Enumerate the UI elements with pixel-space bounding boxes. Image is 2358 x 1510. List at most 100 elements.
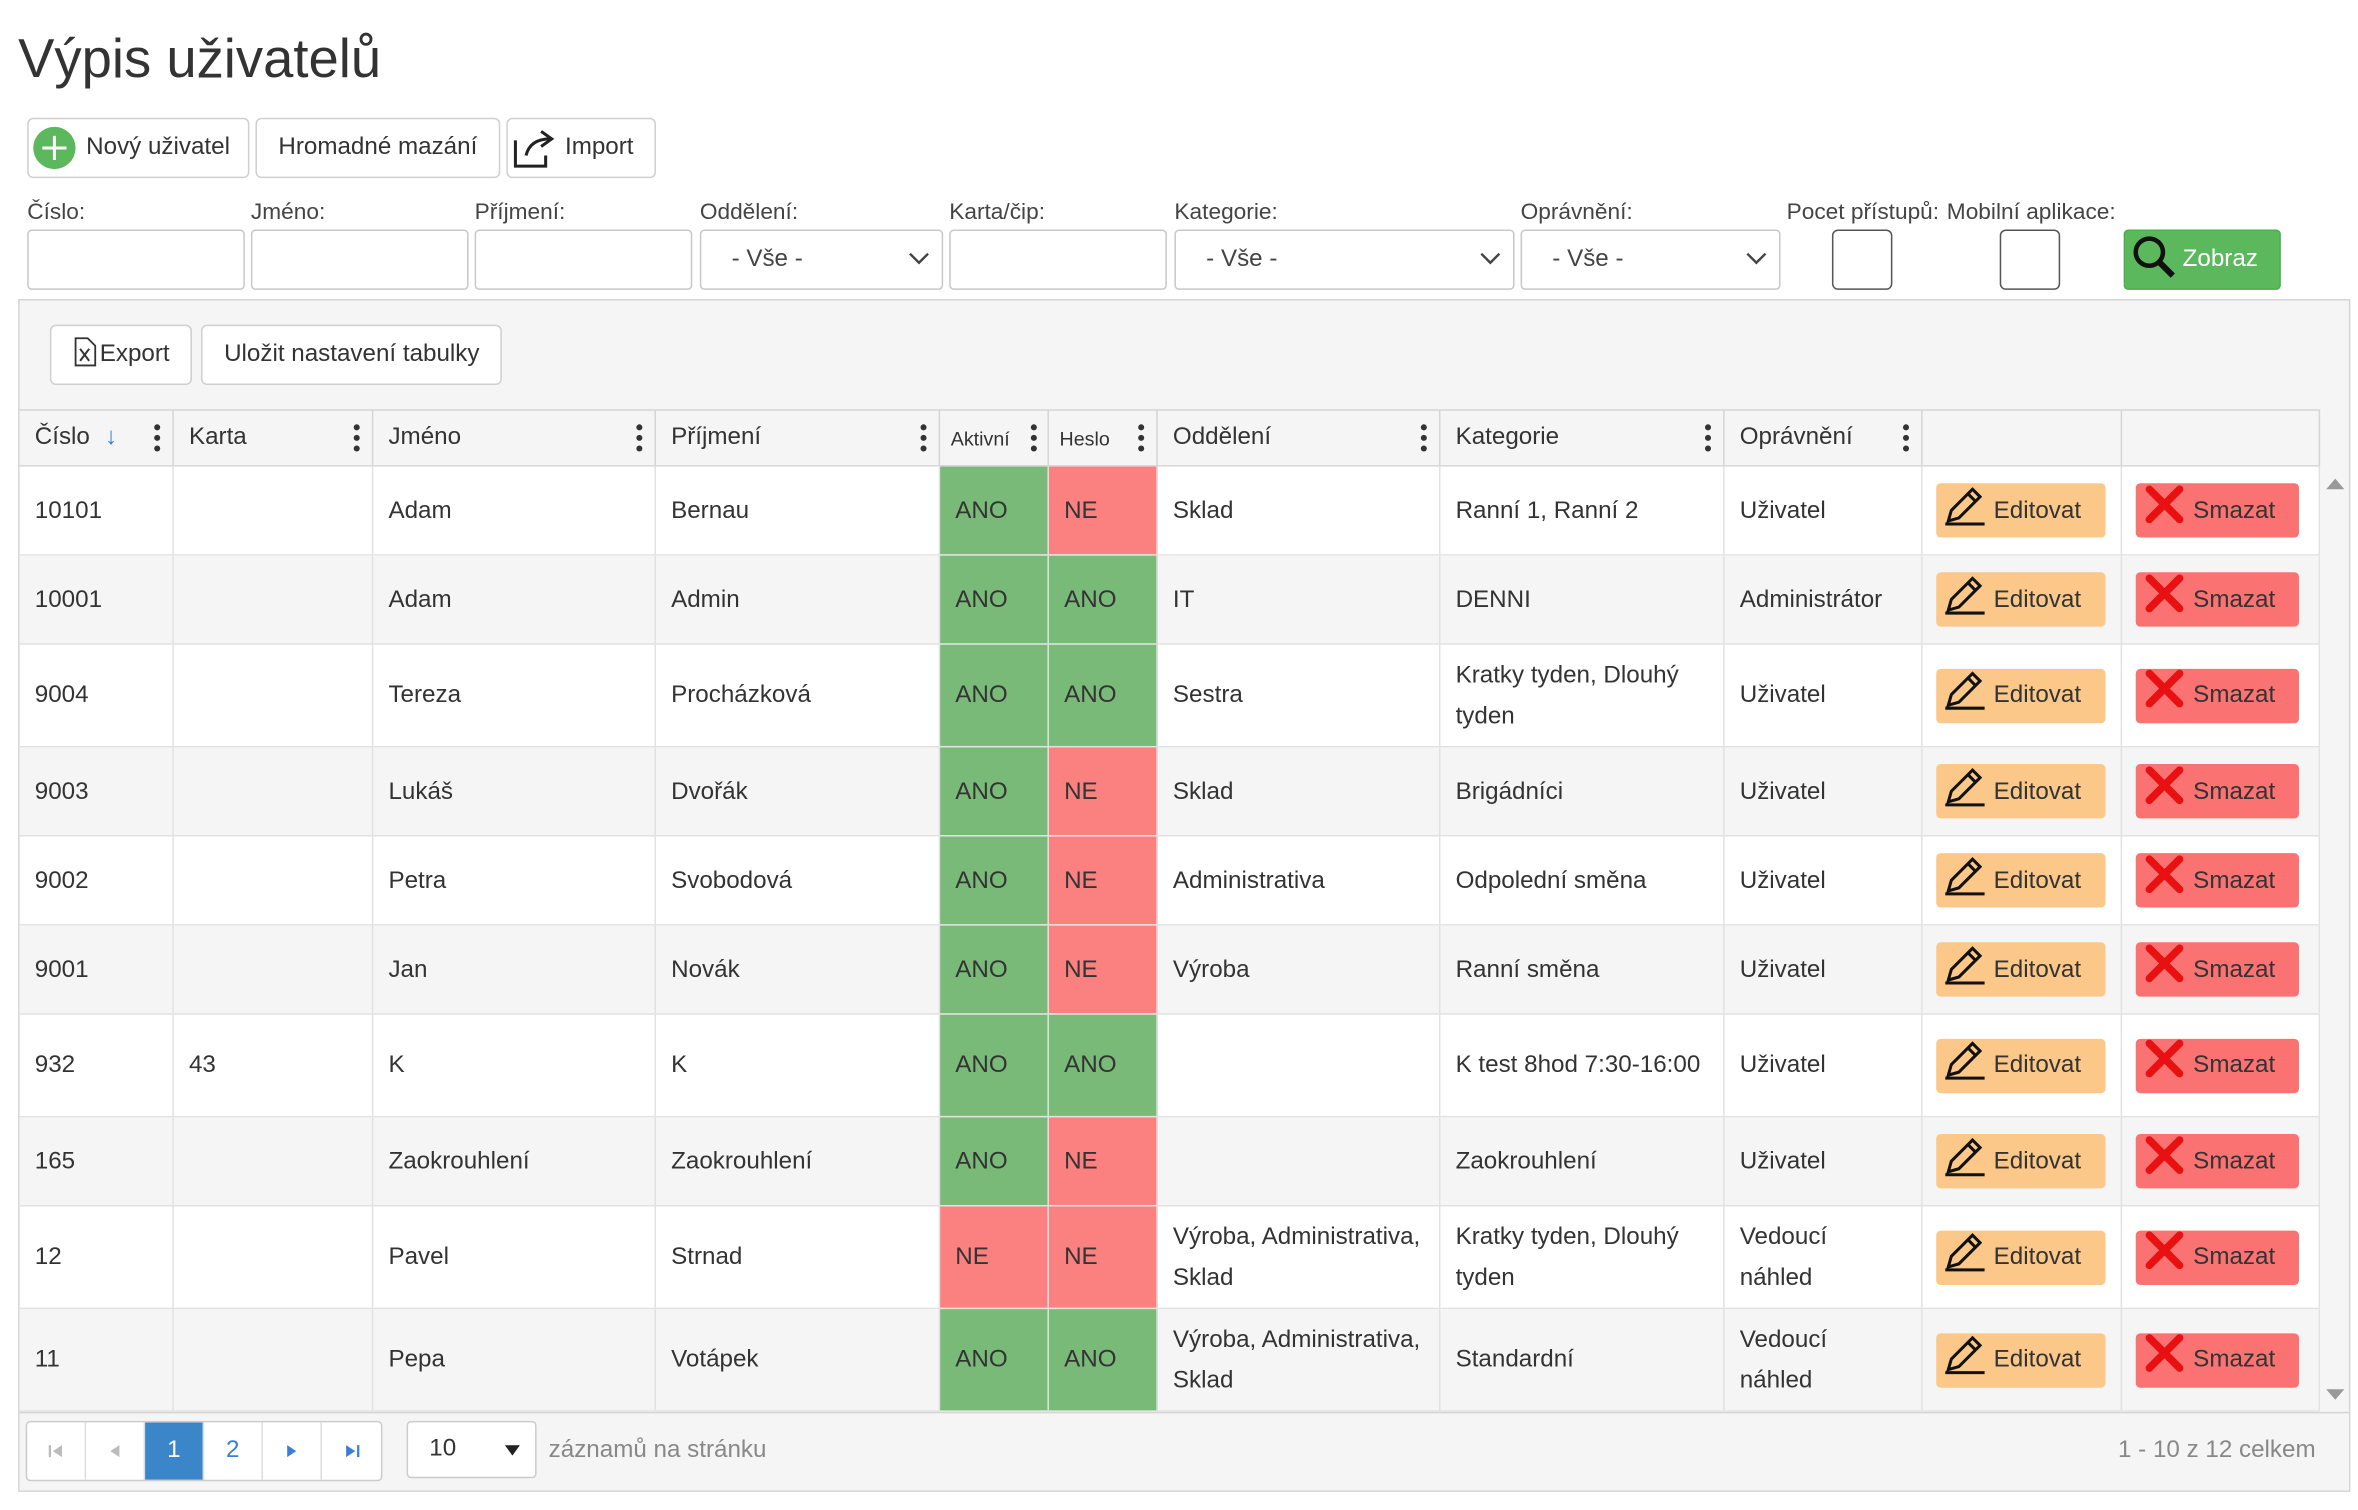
column-header-heslo[interactable]: Heslo bbox=[1049, 410, 1158, 466]
column-menu-icon[interactable] bbox=[353, 424, 360, 452]
table-row[interactable]: 12 Pavel Strnad NE NE Výroba, Administrativa,… bbox=[19, 1206, 2321, 1310]
delete-button[interactable]: Smazat bbox=[2135, 853, 2299, 908]
filter-oddeleni-select[interactable]: - Vše - bbox=[699, 229, 944, 290]
filter-kategorie-value: - Vše - bbox=[1206, 246, 1278, 272]
cell-heslo: ANO bbox=[1048, 1014, 1158, 1116]
edit-button[interactable]: Editovat bbox=[1936, 764, 2106, 819]
plus-circle-icon bbox=[32, 125, 77, 170]
table-row[interactable]: 9001 Jan Novák ANO NE Výroba Ranní směna Uživat… bbox=[19, 925, 2321, 1015]
filter-mobilni-checkbox[interactable] bbox=[1999, 229, 2061, 290]
column-header-karta[interactable]: Karta bbox=[174, 410, 374, 466]
next-page-button[interactable] bbox=[263, 1422, 322, 1480]
show-label: Zobraz bbox=[2182, 246, 2258, 272]
new-user-button[interactable]: Nový uživatel bbox=[27, 117, 250, 179]
edit-button[interactable]: Editovat bbox=[1936, 1038, 2106, 1093]
table-row[interactable]: 932 43 K K ANO ANO K test 8hod 7:30-16:00 Uživa… bbox=[19, 1014, 2321, 1118]
delete-button[interactable]: Smazat bbox=[2135, 1332, 2299, 1387]
table-row[interactable]: 9003 Lukáš Dvořák ANO NE Sklad Brigádníci Uživa… bbox=[19, 747, 2321, 837]
edit-button[interactable]: Editovat bbox=[1936, 942, 2106, 997]
cell-edit: Editovat bbox=[1923, 747, 2123, 836]
column-menu-icon[interactable] bbox=[1138, 424, 1145, 452]
edit-label: Editovat bbox=[1993, 867, 2082, 894]
delete-button[interactable]: Smazat bbox=[2135, 1229, 2299, 1285]
cell-kategorie: Zaokrouhlení bbox=[1440, 1117, 1725, 1205]
last-page-button[interactable] bbox=[322, 1422, 381, 1479]
filter-jmeno-label: Jméno: bbox=[250, 199, 326, 225]
delete-label: Smazat bbox=[2193, 1244, 2276, 1270]
table-row[interactable]: 10001 Adam Admin ANO ANO IT DENNI Administrátor… bbox=[19, 555, 2321, 645]
cell-delete: Smazat bbox=[2122, 644, 2321, 746]
cell-jmeno: Petra bbox=[373, 836, 656, 925]
column-menu-icon[interactable] bbox=[636, 424, 643, 452]
column-header-opravneni[interactable]: Oprávnění bbox=[1725, 410, 1923, 466]
table-row[interactable]: 9004 Tereza Procházková ANO ANO Sestra Kratky … bbox=[19, 644, 2321, 748]
filter-prijmeni-input[interactable] bbox=[474, 229, 693, 290]
cell-opravneni: Vedoucí náhled bbox=[1725, 1309, 1923, 1411]
delete-button[interactable]: Smazat bbox=[2135, 572, 2299, 627]
column-header-prijmeni[interactable]: Příjmení bbox=[656, 410, 941, 466]
toolbar: Nový uživatel Hromadné mazání Import bbox=[27, 117, 657, 179]
export-button[interactable]: Export bbox=[49, 324, 193, 386]
edit-button[interactable]: Editovat bbox=[1936, 483, 2106, 538]
edit-button[interactable]: Editovat bbox=[1936, 1134, 2106, 1189]
delete-button[interactable]: Smazat bbox=[2135, 764, 2299, 819]
excel-icon bbox=[73, 336, 97, 374]
column-menu-icon[interactable] bbox=[1030, 424, 1037, 452]
first-page-button[interactable] bbox=[27, 1422, 87, 1480]
scroll-down-icon[interactable] bbox=[2326, 1389, 2345, 1400]
delete-button[interactable]: Smazat bbox=[2135, 483, 2299, 538]
import-label: Import bbox=[564, 134, 634, 161]
cell-karta bbox=[174, 1117, 374, 1205]
filter-karta-input[interactable] bbox=[949, 229, 1167, 290]
column-menu-icon[interactable] bbox=[920, 424, 927, 452]
delete-button[interactable]: Smazat bbox=[2135, 1038, 2299, 1093]
edit-button[interactable]: Editovat bbox=[1936, 1332, 2106, 1387]
column-header-cislo[interactable]: Číslo ↓ bbox=[20, 410, 174, 466]
show-button[interactable]: Zobraz bbox=[2123, 229, 2281, 290]
prev-page-button[interactable] bbox=[86, 1422, 146, 1480]
column-menu-icon[interactable] bbox=[1902, 424, 1910, 452]
grid-toolbar: Export Uložit nastavení tabulky bbox=[49, 324, 503, 386]
cell-kategorie: Brigádníci bbox=[1440, 747, 1725, 836]
page-1-button[interactable]: 1 bbox=[145, 1422, 205, 1480]
filter-kategorie-select[interactable]: - Vše - bbox=[1174, 229, 1515, 290]
pencil-icon bbox=[1942, 1228, 1987, 1287]
column-header-delete bbox=[2122, 410, 2321, 466]
column-header-oddeleni[interactable]: Oddělení bbox=[1158, 410, 1441, 466]
delete-button[interactable]: Smazat bbox=[2135, 1134, 2299, 1189]
table-row[interactable]: 10101 Adam Bernau ANO NE Sklad Ranní 1, Ranní … bbox=[19, 466, 2321, 556]
cell-jmeno: Pavel bbox=[373, 1206, 656, 1308]
table-row[interactable]: 9002 Petra Svobodová ANO NE Administrativa Odp… bbox=[19, 836, 2321, 926]
column-header-kategorie[interactable]: Kategorie bbox=[1440, 410, 1725, 466]
table-row[interactable]: 11 Pepa Votápek ANO ANO Výroba, Administrativ… bbox=[19, 1309, 2321, 1412]
filter-cislo-label: Číslo: bbox=[27, 199, 86, 225]
edit-button[interactable]: Editovat bbox=[1936, 570, 2106, 629]
delete-label: Smazat bbox=[2193, 956, 2276, 983]
filter-cislo-input[interactable] bbox=[27, 229, 245, 290]
filter-jmeno-input[interactable] bbox=[250, 229, 469, 290]
column-menu-icon[interactable] bbox=[1420, 424, 1427, 452]
delete-button[interactable]: Smazat bbox=[2135, 942, 2299, 997]
vertical-scrollbar[interactable] bbox=[2320, 466, 2348, 1412]
edit-button[interactable]: Editovat bbox=[1936, 668, 2106, 723]
column-header-jmeno[interactable]: Jméno bbox=[373, 410, 656, 466]
cell-oddeleni: Výroba, Administrativa, Sklad bbox=[1158, 1309, 1441, 1411]
save-table-settings-button[interactable]: Uložit nastavení tabulky bbox=[201, 324, 503, 386]
filter-opravneni-select[interactable]: - Vše - bbox=[1520, 229, 1781, 290]
column-menu-icon[interactable] bbox=[1704, 424, 1712, 452]
pencil-icon bbox=[1942, 570, 1987, 629]
scroll-up-icon[interactable] bbox=[2326, 478, 2345, 490]
delete-button[interactable]: Smazat bbox=[2135, 668, 2299, 723]
column-header-aktivni[interactable]: Aktivní bbox=[940, 410, 1049, 466]
cell-opravneni: Uživatel bbox=[1725, 836, 1923, 925]
column-menu-icon[interactable] bbox=[154, 424, 161, 452]
table-row[interactable]: 165 Zaokrouhlení Zaokrouhlení ANO NE Zaokrouh… bbox=[19, 1117, 2321, 1207]
bulk-delete-button[interactable]: Hromadné mazání bbox=[255, 117, 500, 179]
import-button[interactable]: Import bbox=[506, 117, 657, 179]
chevron-down-icon bbox=[908, 246, 929, 273]
page-2-button[interactable]: 2 bbox=[204, 1422, 264, 1480]
page-size-select[interactable]: 10 bbox=[406, 1420, 537, 1479]
edit-button[interactable]: Editovat bbox=[1936, 853, 2106, 908]
filter-pocet-checkbox[interactable] bbox=[1831, 229, 1893, 290]
edit-button[interactable]: Editovat bbox=[1936, 1228, 2106, 1287]
